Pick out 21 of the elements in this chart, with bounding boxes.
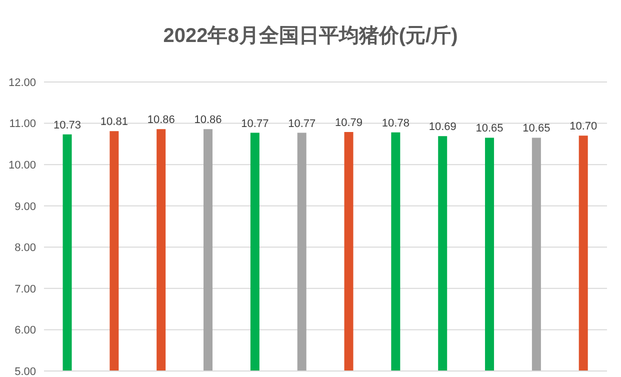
data-label: 10.78 — [382, 117, 410, 130]
y-tick-label: 12.00 — [8, 76, 36, 89]
data-label: 10.77 — [241, 118, 269, 130]
data-label: 10.65 — [522, 122, 550, 135]
y-tick-label: 9.00 — [14, 200, 36, 213]
data-label: 10.69 — [428, 121, 456, 134]
y-tick-label: 8.00 — [14, 242, 36, 254]
y-tick-label: 6.00 — [14, 324, 36, 337]
data-label: 10.79 — [335, 116, 363, 129]
data-label: 10.81 — [100, 116, 128, 128]
data-label: 10.77 — [288, 118, 316, 130]
data-label: 10.86 — [194, 114, 222, 126]
chart-title: 2022年8月全国日平均猪价(元/斤) — [162, 24, 459, 48]
y-tick-label: 11.00 — [9, 118, 36, 130]
data-label: 10.65 — [476, 122, 504, 135]
y-tick-label: 10.00 — [8, 159, 36, 172]
data-label: 10.86 — [147, 114, 175, 126]
y-tick-label: 7.00 — [14, 283, 36, 296]
y-tick-label: 5.00 — [14, 366, 36, 377]
data-label: 10.73 — [54, 119, 82, 132]
data-label: 10.70 — [570, 120, 598, 133]
